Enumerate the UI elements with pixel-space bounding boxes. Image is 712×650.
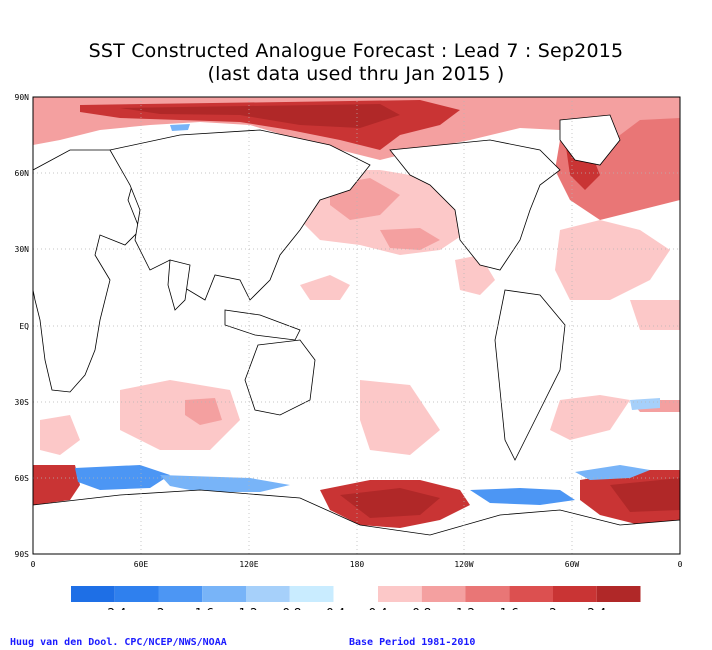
lat-tick-label: 60S bbox=[15, 474, 30, 483]
colorbar-label: 2 bbox=[549, 606, 557, 610]
anomaly-arctic-core bbox=[120, 104, 400, 128]
lat-axis: 90N 60N 30N EQ 30S 60S 90S bbox=[15, 93, 30, 559]
anomaly-sind-mid bbox=[185, 398, 222, 425]
lat-tick-label: EQ bbox=[19, 322, 29, 331]
lon-tick-label: 180 bbox=[350, 560, 365, 569]
colorbar-label: 1.6 bbox=[500, 606, 519, 610]
colorbar-label: 1.2 bbox=[456, 606, 475, 610]
colorbar-swatch-negative bbox=[71, 586, 115, 602]
land-greenland bbox=[559, 114, 621, 166]
colorbar-label: -1.2 bbox=[234, 606, 257, 610]
lon-tick-label: 120E bbox=[239, 560, 258, 569]
anomaly-so-cold-1b bbox=[160, 475, 290, 492]
colorbar-swatch-negative bbox=[158, 586, 203, 602]
colorbar-swatch-positive bbox=[378, 586, 422, 602]
colorbar-label: -0.8 bbox=[278, 606, 301, 610]
anomaly-natl-warm bbox=[555, 118, 680, 220]
colorbar-swatch-positive bbox=[465, 586, 510, 602]
anomaly-satl bbox=[550, 395, 630, 440]
map-subtitle: (last data used thru Jan 2015 ) bbox=[207, 63, 505, 85]
colorbar: -2.4 -2 -1.6 -1.2 -0.8 -0.4 0.4 0.8 1.2 1.6 2 2.4 bbox=[71, 586, 641, 610]
land-south-america bbox=[494, 289, 566, 461]
lon-tick-label: 0 bbox=[678, 560, 683, 569]
land-australia bbox=[244, 339, 316, 416]
land-north-america bbox=[389, 139, 561, 271]
colorbar-label: -1.6 bbox=[191, 606, 214, 610]
colorbar-label: 0.8 bbox=[412, 606, 431, 610]
land-indonesia bbox=[224, 309, 301, 341]
colorbar-swatch-negative bbox=[289, 586, 334, 602]
lon-tick-label: 60W bbox=[565, 560, 580, 569]
anomaly-so-cold-4 bbox=[630, 398, 660, 410]
lon-tick-label: 0 bbox=[31, 560, 36, 569]
anomaly-so-pac-core bbox=[340, 488, 440, 518]
colorbar-label: -2 bbox=[153, 606, 165, 610]
anomaly-trop-pac bbox=[300, 275, 350, 300]
colorbar-swatch-positive bbox=[421, 586, 466, 602]
anomaly-so-cold-2 bbox=[470, 488, 575, 505]
colorbar-swatch-positive bbox=[509, 586, 553, 602]
colorbar-swatch-positive bbox=[596, 586, 641, 602]
map-frame bbox=[32, 96, 681, 555]
colorbar-label: 0.4 bbox=[368, 606, 387, 610]
lon-tick-label: 120W bbox=[454, 560, 473, 569]
lon-tick-label: 60E bbox=[134, 560, 149, 569]
anomaly-so-west-warm bbox=[33, 465, 80, 505]
lat-tick-label: 90S bbox=[15, 550, 30, 559]
colorbar-swatch-negative bbox=[202, 586, 246, 602]
anomaly-sw-ind bbox=[40, 415, 80, 455]
graticule bbox=[33, 97, 680, 554]
lat-tick-label: 90N bbox=[15, 93, 30, 102]
colorbar-swatch-negative bbox=[114, 586, 159, 602]
lon-axis: 0 60E 120E 180 120W 60W 0 bbox=[31, 560, 683, 569]
anomaly-so-east-core bbox=[610, 478, 680, 512]
colorbar-swatch-negative bbox=[246, 586, 290, 602]
anomaly-npac-east bbox=[380, 228, 440, 250]
land-outlines bbox=[33, 114, 680, 554]
map-title: SST Constructed Analogue Forecast : Lead… bbox=[88, 40, 624, 62]
anomaly-so-cold-1 bbox=[75, 465, 170, 490]
land-india bbox=[167, 259, 191, 311]
colorbar-label: -0.4 bbox=[322, 606, 345, 610]
land-asia bbox=[109, 129, 371, 301]
colorbar-label: -2.4 bbox=[103, 606, 126, 610]
anomaly-sind bbox=[120, 380, 240, 450]
lat-tick-label: 30S bbox=[15, 398, 30, 407]
colorbar-swatch-positive bbox=[553, 586, 597, 602]
anomaly-atl-east bbox=[630, 300, 680, 330]
sst-anomaly-map: 90N 60N 30N EQ 30S 60S 90S 0 60E 120E 18… bbox=[15, 93, 683, 610]
anomaly-spac bbox=[360, 380, 440, 455]
lat-tick-label: 60N bbox=[15, 169, 30, 178]
anomaly-arctic-cold bbox=[170, 124, 190, 131]
land-antarctica bbox=[33, 489, 680, 554]
base-period-text: Base Period 1981-2010 bbox=[349, 637, 476, 648]
anomaly-atl-mid bbox=[555, 220, 670, 300]
land-africa-europe bbox=[33, 149, 141, 393]
credit-text: Huug van den Dool. CPC/NCEP/NWS/NOAA bbox=[10, 637, 227, 648]
anomaly-so-cold-3 bbox=[575, 465, 650, 480]
lat-tick-label: 30N bbox=[15, 245, 30, 254]
colorbar-label: 2.4 bbox=[587, 606, 606, 610]
